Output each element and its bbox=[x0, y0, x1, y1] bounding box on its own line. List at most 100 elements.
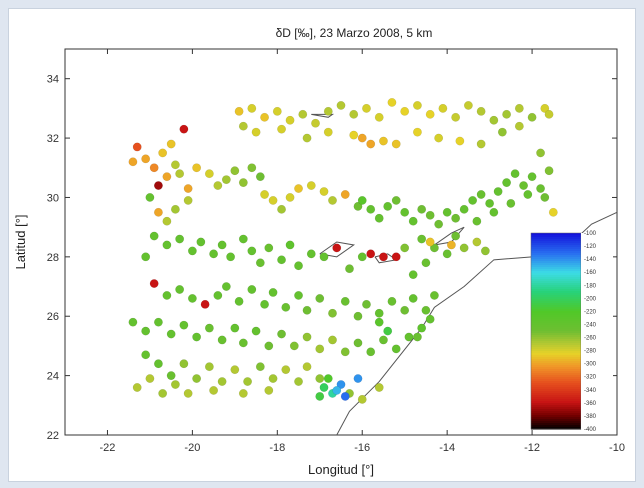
colorbar-segment bbox=[531, 377, 581, 380]
colorbar-label: -140 bbox=[584, 257, 597, 263]
colorbar-segment bbox=[531, 379, 581, 382]
data-point bbox=[149, 163, 159, 173]
data-point bbox=[400, 106, 410, 116]
data-point bbox=[285, 193, 295, 202]
data-point bbox=[336, 100, 346, 110]
data-point bbox=[243, 377, 253, 387]
data-point bbox=[340, 296, 350, 306]
colorbar-label: -220 bbox=[584, 309, 597, 315]
x-tick-label: -14 bbox=[439, 442, 455, 454]
colorbar-segment bbox=[531, 267, 581, 270]
colorbar-segment bbox=[531, 323, 581, 326]
data-point bbox=[315, 293, 325, 303]
data-point bbox=[153, 181, 163, 191]
data-point bbox=[166, 139, 176, 149]
data-point bbox=[336, 380, 346, 389]
colorbar-segment bbox=[531, 349, 581, 352]
data-point bbox=[408, 293, 418, 303]
data-point bbox=[472, 216, 482, 226]
colorbar-segment bbox=[531, 309, 581, 312]
data-point bbox=[476, 106, 486, 116]
colorbar-segment bbox=[531, 327, 581, 330]
colorbar-label: -260 bbox=[584, 336, 597, 342]
data-point bbox=[141, 350, 151, 360]
data-point bbox=[170, 160, 180, 170]
data-point bbox=[183, 184, 193, 194]
data-point bbox=[476, 190, 486, 199]
colorbar-segment bbox=[531, 301, 581, 304]
x-tick-label: -22 bbox=[100, 442, 116, 454]
data-point bbox=[451, 231, 461, 241]
data-point bbox=[272, 106, 282, 116]
data-point bbox=[434, 133, 444, 143]
colorbar-label: -300 bbox=[584, 362, 597, 368]
data-point bbox=[277, 255, 287, 265]
data-point bbox=[277, 329, 287, 339]
data-point bbox=[213, 181, 223, 191]
colorbar-segment bbox=[531, 271, 581, 274]
data-point bbox=[506, 198, 516, 208]
data-point bbox=[340, 347, 350, 357]
colorbar-segment bbox=[531, 331, 581, 334]
scatter-chart: δD [‰], 23 Marzo 2008, 5 km -22 -20 -18 -16… bbox=[13, 26, 625, 477]
colorbar-segment bbox=[531, 281, 581, 284]
colorbar-segment bbox=[531, 293, 581, 296]
data-point bbox=[387, 97, 397, 107]
data-point bbox=[463, 100, 473, 110]
island-outline bbox=[319, 241, 356, 258]
data-point bbox=[294, 290, 303, 300]
data-point bbox=[451, 213, 461, 223]
colorbar-segment bbox=[531, 233, 581, 236]
data-point bbox=[238, 338, 248, 348]
colorbar-segment bbox=[531, 277, 581, 280]
data-point bbox=[429, 290, 439, 300]
data-point bbox=[400, 243, 410, 253]
data-point bbox=[417, 204, 427, 214]
colorbar-segment bbox=[531, 385, 581, 388]
colorbar-segment bbox=[531, 303, 581, 306]
colorbar-segment bbox=[531, 343, 581, 346]
colorbar-segment bbox=[531, 405, 581, 408]
data-point bbox=[332, 386, 342, 395]
colorbar-segment bbox=[531, 347, 581, 350]
data-point bbox=[153, 207, 163, 217]
data-point bbox=[514, 121, 524, 131]
colorbar-segment bbox=[531, 257, 581, 260]
data-point bbox=[514, 103, 524, 113]
data-point bbox=[319, 252, 329, 262]
data-point bbox=[128, 157, 138, 167]
data-point bbox=[502, 178, 512, 188]
y-tick-label: 26 bbox=[47, 311, 59, 323]
colorbar-segment bbox=[531, 269, 581, 272]
data-point bbox=[268, 195, 278, 205]
data-point bbox=[412, 127, 422, 137]
x-tick-label: -12 bbox=[524, 442, 540, 454]
data-point bbox=[187, 293, 197, 303]
data-point bbox=[391, 139, 401, 149]
data-point bbox=[421, 258, 431, 268]
data-point bbox=[200, 299, 210, 309]
data-point bbox=[302, 332, 312, 342]
y-tick-label: 24 bbox=[47, 371, 59, 383]
data-point bbox=[183, 388, 193, 398]
colorbar-segment bbox=[531, 401, 581, 404]
data-point bbox=[162, 240, 172, 250]
colorbar-segment bbox=[531, 353, 581, 356]
data-point bbox=[502, 109, 512, 119]
colorbar-segment bbox=[531, 387, 581, 390]
data-point bbox=[425, 314, 435, 324]
data-point bbox=[294, 377, 303, 387]
data-point bbox=[179, 359, 189, 369]
data-point bbox=[153, 359, 163, 369]
data-point bbox=[264, 386, 274, 395]
x-axis-label: Longitud [°] bbox=[308, 462, 374, 477]
data-point bbox=[132, 142, 142, 152]
data-point bbox=[260, 112, 270, 122]
colorbar-segment bbox=[531, 369, 581, 372]
colorbar-segment bbox=[531, 407, 581, 410]
data-point bbox=[489, 207, 499, 217]
x-tick-label: -20 bbox=[184, 442, 200, 454]
colorbar-segment bbox=[531, 375, 581, 378]
data-point bbox=[468, 195, 478, 205]
colorbar-segment bbox=[531, 345, 581, 348]
